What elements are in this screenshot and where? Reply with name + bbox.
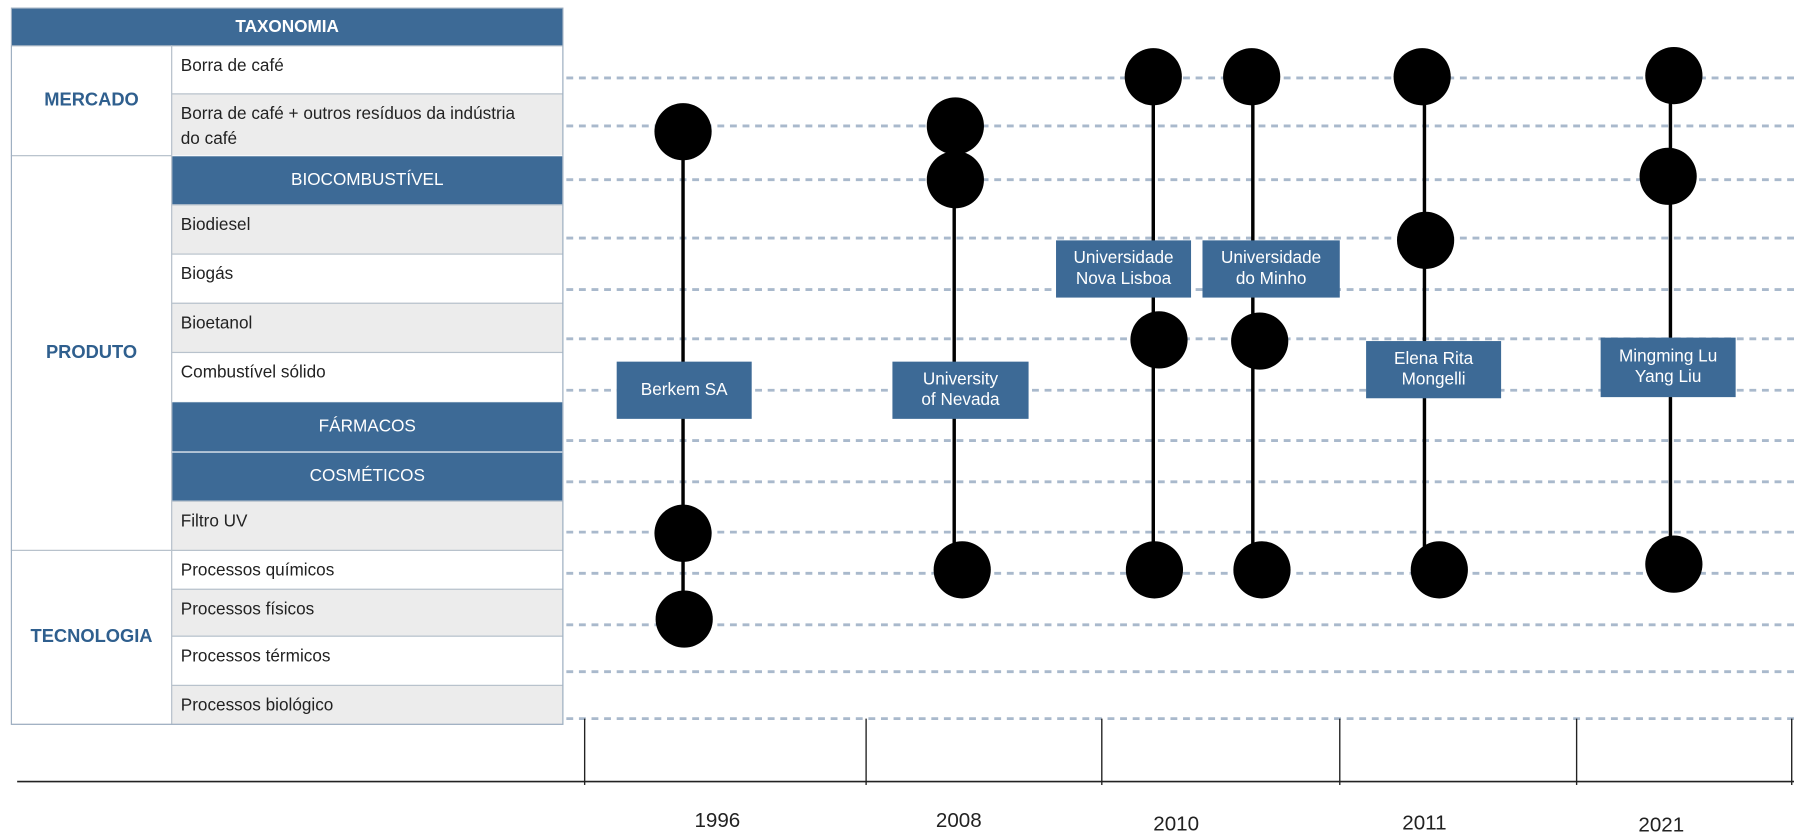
entity-label: Berkem SA [641,379,728,399]
category-header [171,155,564,206]
group-label: PRODUTO [46,341,137,362]
table-row [171,500,564,552]
table-border [10,7,564,725]
year-label: 2021 [1638,814,1684,837]
entity-label: Mongelli [1402,368,1466,388]
table-title: TAXONOMIA [235,16,339,36]
entity-box [892,361,1029,419]
timeline-dot [1639,147,1697,205]
table-row [171,93,564,157]
row-label: Biodiesel [181,214,251,234]
row-label: Processos térmicos [181,645,331,665]
table-row [171,351,564,403]
entity-label: of Nevada [921,389,1000,409]
entity-box [1600,337,1736,398]
row-label: Processos biológico [181,695,334,715]
row-label: Bioetanol [181,312,253,332]
entity-label: do Minho [1236,268,1307,288]
table-row [171,45,564,95]
timeline-dot [1125,541,1184,599]
table-row [171,684,564,725]
table-row [171,635,564,687]
timeline-dot [1124,48,1182,106]
timeline-dot [654,103,712,161]
entity-label-group: Berkem SA [641,379,728,399]
group-cell [10,155,173,552]
row-label: Biogás [181,263,233,283]
entity-label: University [923,368,999,388]
year-label: 2010 [1153,812,1199,835]
entity-label: Mingming Lu [1619,346,1717,366]
row-label: do café [181,128,237,148]
entity-box [1056,240,1192,298]
entity-box [1202,240,1340,298]
timeline-dot [1223,48,1281,106]
year-label: 2011 [1402,811,1446,834]
row-label: Combustível sólido [181,362,326,382]
timeline-dot [926,151,984,209]
category-label: COSMÉTICOS [310,465,425,485]
category-label: FÁRMACOS [319,415,416,435]
entity-label: Elena Rita [1394,348,1474,368]
entity-box [616,361,752,419]
year-label: 1996 [694,809,740,832]
timeline-dot [926,97,984,155]
timeline-dot [933,541,991,599]
group-label: MERCADO [44,89,139,110]
row-label: Processos químicos [181,560,335,580]
table-row [171,588,564,637]
timeline-dot [1130,311,1188,369]
entity-label: Nova Lisboa [1076,268,1172,288]
table-header [11,8,563,46]
entity-label: Yang Liu [1635,366,1701,386]
timeline-dot [1233,541,1291,599]
row-label: Processos físicos [181,598,314,618]
group-cell [10,45,173,157]
entity-label: Universidade [1073,247,1173,267]
timeline-dot [1396,211,1455,269]
row-label: Borra de café [181,55,284,75]
year-label: 2008 [936,809,982,832]
entity-label: Universidade [1221,247,1321,267]
timeline-dot [1231,312,1289,370]
row-label: Filtro UV [181,510,248,530]
timeline-dot [1410,541,1468,599]
timeline-dot [1645,535,1703,593]
row-label: Borra de café + outros resíduos da indús… [181,103,516,123]
group-label: TECNOLOGIA [31,625,153,646]
entity-box [1366,341,1502,399]
timeline-dot [655,590,713,648]
timeline-dot [1393,48,1451,106]
category-label: BIOCOMBUSTÍVEL [291,169,444,189]
group-cell [10,549,173,725]
timeline-dot [654,504,712,562]
timeline-dot [1645,47,1703,105]
